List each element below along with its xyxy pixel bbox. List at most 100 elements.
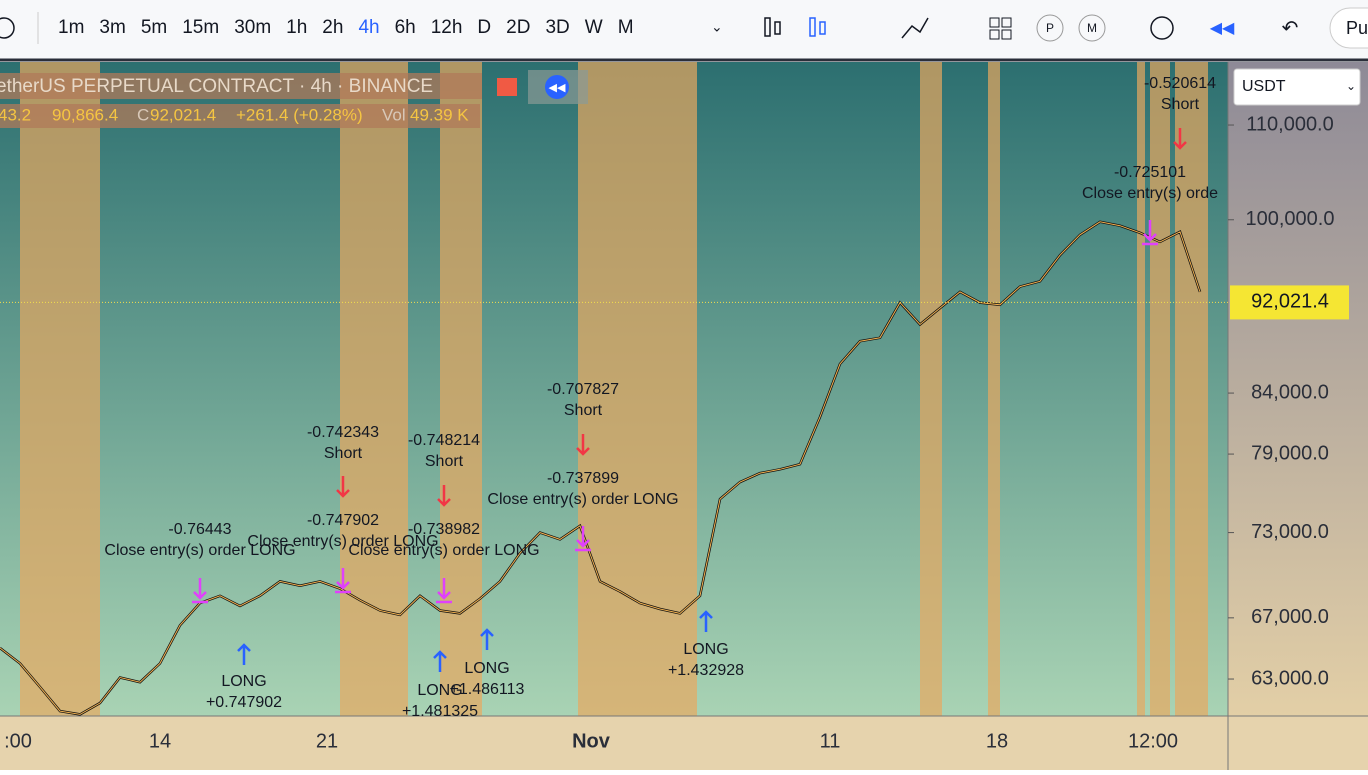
annotation-label: -0.707827: [547, 381, 619, 398]
interval-button[interactable]: 12h: [431, 17, 463, 38]
annotation-label: Short: [425, 453, 464, 470]
ohlc-change: +261.4 (+0.28%): [236, 105, 363, 124]
short-arrow: [336, 476, 350, 498]
replay[interactable]: ◀◀: [1210, 20, 1235, 37]
annotation-label: -0.737899: [547, 470, 619, 487]
interval-button[interactable]: 1h: [286, 17, 307, 38]
publish-button[interactable]: [1329, 7, 1368, 49]
chevron: ⌄: [711, 19, 723, 35]
chart-type[interactable]: [764, 17, 771, 37]
annotation-label: LONG: [417, 682, 462, 699]
session-band: [340, 62, 408, 716]
last-price-label: 92,021.4: [1251, 291, 1329, 313]
annotation-label: -0.738982: [408, 521, 480, 538]
interval-button[interactable]: 15m: [182, 17, 219, 38]
chart-type[interactable]: [809, 17, 816, 37]
interval-button[interactable]: 2D: [506, 17, 530, 38]
toggle-button[interactable]: [1036, 14, 1064, 42]
last-price-tag: [1230, 285, 1349, 320]
ohlc-close-label: C: [137, 105, 149, 124]
short-arrow: [1173, 128, 1187, 150]
interval-button[interactable]: 2h: [322, 17, 343, 38]
interval-button[interactable]: D: [477, 17, 491, 38]
flag[interactable]: [497, 78, 517, 96]
price-axis: [1228, 62, 1368, 716]
currency-select[interactable]: [1233, 68, 1361, 106]
interval-button[interactable]: 6h: [395, 17, 416, 38]
annotation-label: Close entry(s) order LONG: [487, 491, 678, 508]
session-band: [1175, 62, 1208, 716]
ohlc-high: 90,866.4: [52, 105, 118, 124]
annotation-label: +0.747902: [206, 694, 282, 711]
chart-type[interactable]: [774, 21, 781, 35]
chart-type[interactable]: [819, 21, 826, 35]
symbol: etherUS PERPETUAL CONTRACT · 4h · BINANC…: [0, 76, 433, 97]
annotation-label: +1.432928: [668, 662, 744, 679]
annotation-label: -0.520614: [1144, 75, 1216, 92]
price-label: 79,000.0: [1251, 442, 1329, 464]
replay-button[interactable]: [545, 75, 569, 99]
legend-bg: [0, 73, 482, 99]
interval-button[interactable]: M: [618, 17, 634, 38]
annotation-label: +1.486113: [450, 681, 525, 698]
layout[interactable]: [1001, 29, 1012, 40]
publish-label[interactable]: Pu: [1346, 18, 1368, 38]
replay-icon: ◀◀: [549, 82, 566, 94]
time-label: :00: [4, 730, 32, 752]
time-label: 18: [986, 730, 1008, 752]
price-label: 67,000.0: [1251, 606, 1329, 628]
layout[interactable]: [1001, 17, 1012, 28]
session-band: [988, 62, 1000, 716]
currency[interactable]: USDT: [1242, 78, 1286, 95]
close-arrow: [436, 578, 452, 604]
ohlc-close: 92,021.4: [150, 105, 216, 124]
time-label: 11: [820, 730, 841, 752]
ohlc-bg: [0, 104, 480, 128]
short-arrow: [576, 434, 590, 456]
alert[interactable]: [1150, 16, 1174, 40]
annotation-label: LONG: [683, 641, 728, 658]
price-label: 63,000.0: [1251, 667, 1329, 689]
time-axis: [0, 716, 1368, 770]
annotation-label: +1.481325: [402, 703, 478, 720]
add-symbol[interactable]: [0, 17, 15, 39]
interval-button[interactable]: W: [585, 17, 603, 38]
annotation-label: Short: [564, 402, 603, 419]
interval-button[interactable]: 4h: [358, 17, 379, 38]
close-arrow: [192, 578, 208, 604]
annotation-label: -0.747902: [307, 512, 379, 529]
annotation-label: Short: [1161, 96, 1200, 113]
annotation-label: -0.748214: [408, 432, 480, 449]
session-band: [578, 62, 697, 716]
interval-button[interactable]: 30m: [234, 17, 271, 38]
interval-button[interactable]: 5m: [141, 17, 167, 38]
session-band: [920, 62, 942, 716]
annotation-label: -0.725101: [1114, 164, 1186, 181]
layout[interactable]: [989, 17, 1000, 28]
volume: 49.39 K: [410, 105, 469, 124]
interval-button[interactable]: 1m: [58, 17, 84, 38]
annotation-label: Close entry(s) order LONG: [247, 533, 438, 550]
toggle-label[interactable]: P: [1046, 21, 1054, 35]
time-label: 14: [149, 730, 171, 752]
toggle-button[interactable]: [1078, 14, 1106, 42]
toggle-label[interactable]: M: [1087, 21, 1097, 35]
interval-button[interactable]: 3m: [99, 17, 125, 38]
chevron: ⌄: [1346, 79, 1356, 93]
annotation-label: -0.742343: [307, 424, 379, 441]
indicators[interactable]: [901, 17, 929, 39]
session-band: [20, 62, 100, 716]
session-band: [1137, 62, 1145, 716]
undo[interactable]: ↶: [1282, 17, 1299, 39]
interval-button[interactable]: 3D: [545, 17, 569, 38]
long-arrow: [237, 643, 251, 665]
price-label: 100,000.0: [1246, 208, 1335, 230]
time-label: 21: [316, 730, 338, 752]
annotation-label: Short: [324, 445, 363, 462]
layout[interactable]: [989, 29, 1000, 40]
close-arrow: [1142, 220, 1158, 246]
price-label: 73,000.0: [1251, 521, 1329, 543]
close-arrow: [575, 526, 591, 552]
toolbar: [0, 0, 1368, 60]
